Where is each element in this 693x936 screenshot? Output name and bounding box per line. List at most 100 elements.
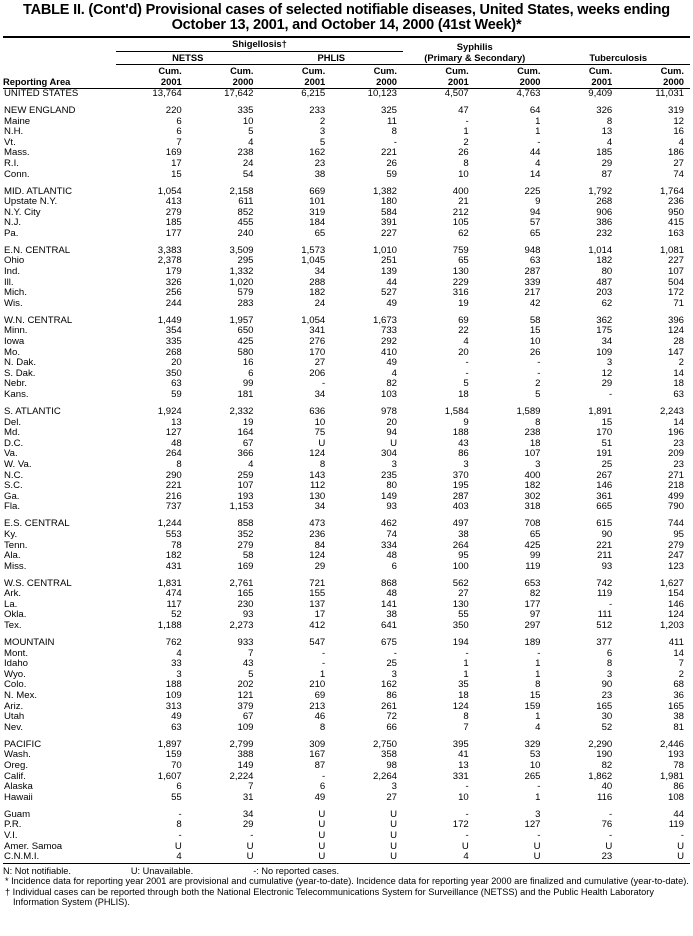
column-header: Cum. 2001 — [259, 64, 332, 89]
cell-value: U — [677, 840, 684, 852]
cell-value: 4,763 — [516, 88, 541, 99]
cell-value: 24 — [242, 157, 254, 169]
table-row: E.S. CENTRAL 1,244 858 473 462 497 708 615 744 — [3, 513, 690, 530]
area-name: Oreg. — [4, 759, 28, 771]
cell-value: 203 — [596, 287, 613, 299]
cell-value: 217 — [524, 287, 541, 299]
footnotes: N: Not notifiable. U: Unavailable. -: No r… — [3, 866, 690, 908]
table-row: Okla. 52 93 17 38 55 97 111 124 — [3, 610, 690, 621]
cell-value: 361 — [596, 490, 613, 502]
cell-value: 10 — [458, 168, 469, 180]
cell-value: U — [461, 840, 469, 852]
cell-value: 47 — [458, 104, 469, 116]
cell-value: 1,382 — [372, 185, 397, 197]
cell-value: 69 — [458, 314, 469, 326]
cell-value: 4 — [535, 157, 541, 169]
cell-value: 112 — [309, 480, 326, 492]
cell-value: 25 — [601, 458, 613, 470]
cell-value: 36 — [673, 690, 684, 701]
cell-value: 35 — [458, 679, 469, 691]
cell-value: 316 — [452, 287, 469, 299]
cell-value: 7 — [248, 781, 254, 793]
cell-value: 33 — [171, 658, 182, 670]
cell-value: 23 — [314, 157, 326, 169]
cell-value: 209 — [667, 448, 684, 460]
cell-value: 19 — [458, 297, 469, 309]
cell-value: - — [537, 781, 541, 793]
cell-value: 244 — [165, 297, 182, 309]
cell-value: U — [187, 851, 260, 864]
area-name: Ala. — [4, 550, 21, 562]
cell-value: - — [322, 658, 326, 670]
cell-value: 210 — [309, 679, 326, 691]
cell-value: 87 — [601, 168, 613, 180]
cell-value: 358 — [380, 749, 397, 761]
cell-value: 195 — [452, 480, 469, 492]
cell-value: 172 — [667, 287, 684, 299]
cell-value: 1,081 — [659, 244, 684, 256]
cell-value: 3 — [319, 126, 326, 138]
cell-value: 236 — [667, 196, 684, 208]
table-row: Ind. 179 1,332 34 139 130 287 80 107 — [3, 266, 690, 278]
column-header-line: 2001 — [591, 75, 613, 87]
table-row: Vt. 7 4 5 - 2 - 4 4 — [3, 137, 690, 149]
cell-value: 9 — [463, 416, 469, 428]
column-header-line: Cum. — [517, 65, 541, 76]
cell-value: 2,446 — [659, 738, 684, 750]
cell-value: 59 — [171, 389, 182, 400]
cell-value: 350 — [452, 620, 469, 632]
cell-value: 292 — [380, 336, 397, 348]
cell-value: 4 — [176, 647, 182, 659]
cell-value: 302 — [524, 490, 541, 502]
table-row: Upstate N.Y. 413 611 101 180 21 9 268 236 — [3, 197, 690, 208]
area-name: Iowa — [4, 336, 25, 348]
cell-value: 53 — [529, 749, 541, 761]
cell-value: - — [465, 367, 469, 379]
cell-value: 352 — [237, 528, 254, 540]
cell-value: 94 — [386, 427, 397, 439]
cell-value: 124 — [309, 448, 326, 460]
cell-value: 2 — [535, 378, 541, 390]
cell-value: 82 — [386, 378, 397, 390]
footnote: † Individual cases can be reported throu… — [5, 886, 654, 907]
cell-value: 319 — [667, 104, 684, 116]
cell-value: 139 — [380, 266, 397, 278]
cell-value: 220 — [165, 104, 182, 116]
area-name: Tenn. — [4, 539, 28, 551]
cell-value: 431 — [165, 560, 182, 572]
table-row: Va. 264 366 124 304 86 107 191 209 — [3, 449, 690, 460]
area-name: Idaho — [4, 658, 29, 670]
cell-value: 1,332 — [229, 266, 254, 278]
cell-value: 95 — [458, 550, 469, 562]
cell-value: 2,158 — [229, 185, 254, 197]
cell-value: 13 — [458, 759, 469, 771]
area-name: Wyo. — [4, 668, 26, 680]
cell-value: 665 — [596, 501, 613, 513]
cell-value: 17 — [171, 157, 182, 169]
cell-value: 124 — [452, 700, 469, 712]
cell-value: 46 — [314, 711, 326, 723]
subgroup-header: PHLIS — [259, 51, 403, 65]
cell-value: 27 — [386, 791, 397, 803]
cell-value: 48 — [386, 588, 397, 600]
cell-value: 13,764 — [152, 88, 182, 99]
legend-note: N: Not notifiable. — [3, 865, 71, 876]
column-header-line: 2001 — [304, 75, 326, 87]
cell-value: 63 — [171, 378, 182, 390]
cell-value: 229 — [452, 276, 469, 288]
table-row: Fla. 737 1,153 34 93 403 318 665 790 — [3, 502, 690, 513]
cell-value: 1,957 — [229, 314, 254, 326]
cell-value: 97 — [529, 609, 541, 621]
area-name: La. — [4, 598, 18, 610]
cell-value: 23 — [601, 690, 613, 701]
cell-value: 123 — [667, 560, 684, 572]
cell-value: 329 — [524, 738, 541, 750]
cell-value: U — [474, 851, 547, 864]
cell-value: 742 — [596, 577, 613, 589]
cell-value: 737 — [165, 501, 182, 513]
cell-value: 3,509 — [229, 244, 254, 256]
cell-value: U — [390, 840, 397, 852]
cell-value: 218 — [667, 480, 684, 492]
cell-value: 5 — [248, 668, 254, 680]
cell-value: 1,891 — [588, 405, 613, 417]
